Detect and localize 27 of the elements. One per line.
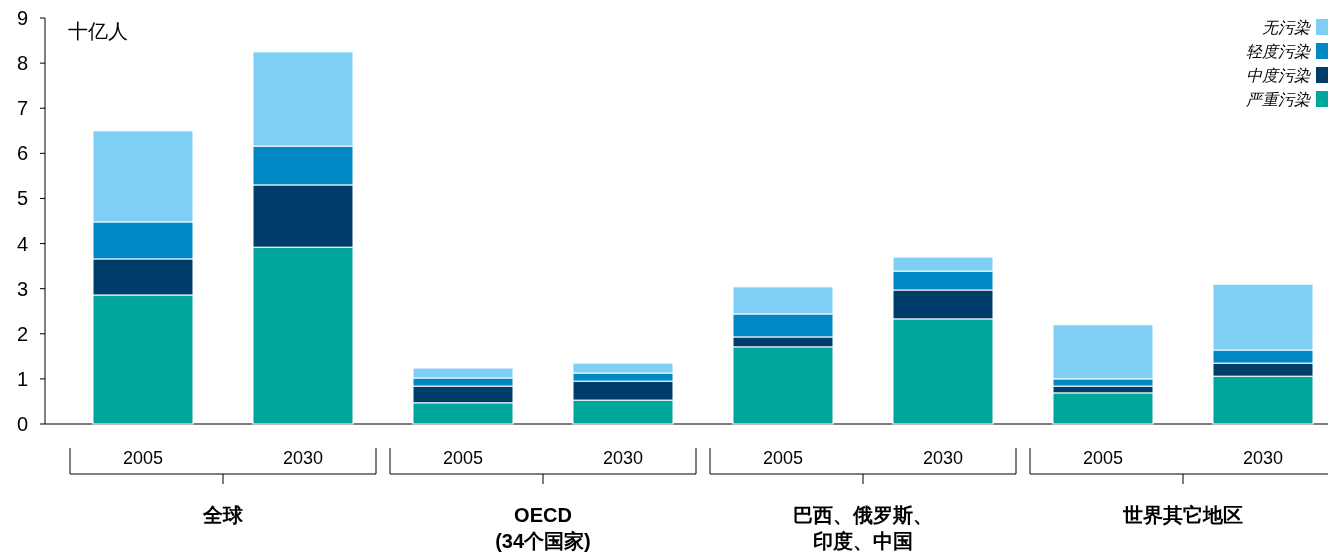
y-tick-label: 8 — [16, 52, 28, 75]
y-tick-label: 4 — [16, 232, 28, 255]
y-tick-label: 5 — [16, 187, 28, 210]
legend-label: 中度污染 — [1246, 67, 1311, 84]
x-tick-label: 2030 — [1242, 448, 1284, 468]
x-tick-label: 2030 — [282, 448, 324, 468]
y-tick-label: 3 — [16, 277, 28, 300]
text: 世界其它地区 — [1122, 504, 1243, 526]
legend-label: 无污染 — [1262, 19, 1311, 36]
legend-label: 严重污染 — [1246, 91, 1311, 108]
text: 巴西、俄罗斯、印度、中国 — [793, 504, 933, 552]
y-axis-title: 十亿人 — [68, 20, 128, 42]
x-tick-label: 2005 — [1082, 448, 1124, 468]
text: OECD (34个国家) — [495, 504, 591, 552]
x-tick-label: 2030 — [922, 448, 964, 468]
x-tick-label: 2030 — [602, 448, 644, 468]
y-tick-label: 9 — [16, 7, 28, 29]
y-tick-label: 0 — [16, 413, 28, 435]
x-tick-label: 2005 — [762, 448, 804, 468]
y-tick-label: 6 — [16, 142, 28, 165]
legend-label: 轻度污染 — [1246, 43, 1311, 60]
y-tick-label: 7 — [16, 97, 28, 120]
x-tick-label: 2005 — [442, 448, 484, 468]
y-tick-label: 2 — [16, 322, 28, 345]
text: 全球 — [202, 504, 244, 526]
y-tick-label: 1 — [16, 367, 28, 390]
x-tick-label: 2005 — [122, 448, 164, 468]
